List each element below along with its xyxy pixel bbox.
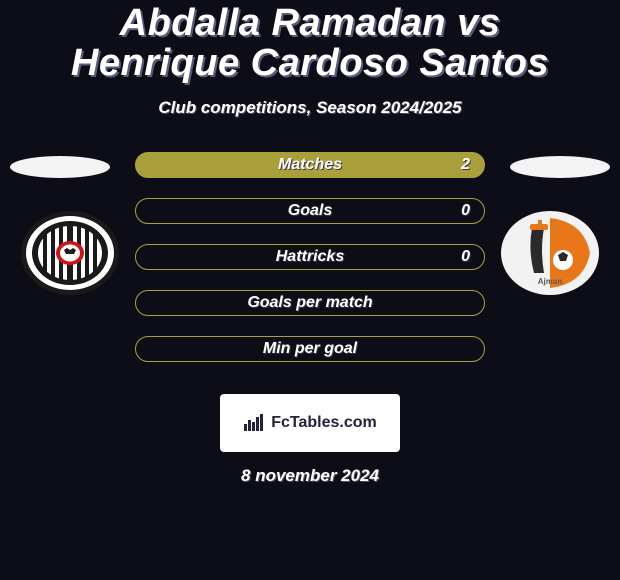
right-club-logo: Ajman: [500, 210, 600, 296]
ajman-badge-icon: Ajman: [500, 210, 600, 296]
stat-label: Goals: [288, 202, 332, 220]
stat-label: Hattricks: [276, 248, 344, 266]
left-player-ellipse: [10, 156, 110, 178]
svg-text:Ajman: Ajman: [538, 277, 563, 286]
brand-text: FcTables.com: [271, 414, 377, 432]
right-player-ellipse: [510, 156, 610, 178]
stat-row-goals: Goals 0: [135, 198, 485, 224]
stat-bars: Matches 2 Goals 0 Hattricks 0 Goals per …: [135, 152, 485, 362]
bar-chart-icon: [243, 414, 265, 432]
date-line: 8 november 2024: [0, 466, 620, 486]
comparison-title: Abdalla Ramadan vs Henrique Cardoso Sant…: [0, 0, 620, 84]
stat-value-right: 0: [461, 248, 470, 266]
stats-area: Ajman Matches 2 Goals 0 Hattricks 0 Goal…: [0, 152, 620, 382]
stat-row-matches: Matches 2: [135, 152, 485, 178]
brand-badge: FcTables.com: [220, 394, 400, 452]
al-jazira-badge-icon: [20, 210, 120, 296]
stat-row-min-per-goal: Min per goal: [135, 336, 485, 362]
stat-value-right: 0: [461, 202, 470, 220]
stat-label: Goals per match: [247, 294, 372, 312]
stat-row-goals-per-match: Goals per match: [135, 290, 485, 316]
season-subtitle: Club competitions, Season 2024/2025: [0, 98, 620, 118]
stat-value-right: 2: [461, 156, 470, 174]
stat-label: Min per goal: [263, 340, 357, 358]
stat-label: Matches: [278, 156, 342, 174]
stat-row-hattricks: Hattricks 0: [135, 244, 485, 270]
left-club-logo: [20, 210, 120, 296]
